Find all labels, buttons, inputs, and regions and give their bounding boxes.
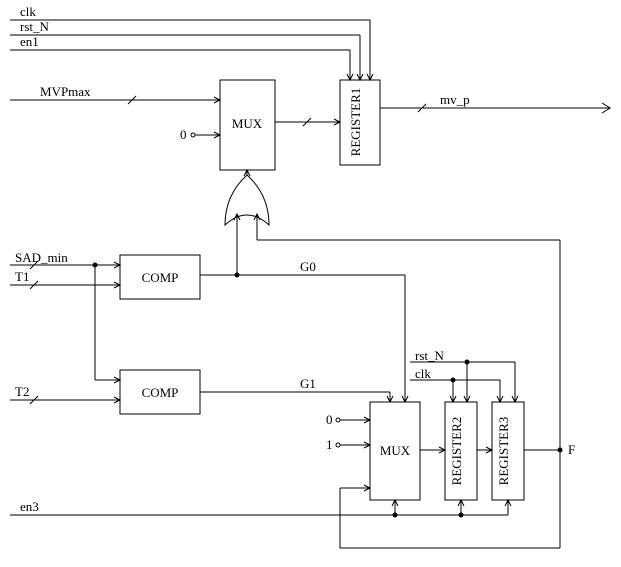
- dot-en3-mux2: [393, 513, 398, 518]
- dot-rstn-reg2: [465, 360, 470, 365]
- label-t2: T2: [15, 384, 29, 399]
- label-rstn-mid: rst_N: [415, 348, 445, 363]
- label-mux1: MUX: [232, 116, 263, 131]
- or-gate: [225, 175, 269, 225]
- label-t1: T1: [15, 269, 29, 284]
- label-comp2: COMP: [142, 385, 179, 400]
- terminal-one: [336, 443, 340, 447]
- label-en3: en3: [20, 499, 39, 514]
- label-zero1: 0: [180, 127, 187, 142]
- label-clk-top: clk: [20, 4, 36, 19]
- label-comp1: COMP: [142, 270, 179, 285]
- label-mvp: mv_p: [440, 92, 470, 107]
- dot-en3-reg2: [459, 513, 464, 518]
- label-one: 1: [326, 437, 333, 452]
- label-clk-mid: clk: [415, 366, 431, 381]
- label-g0: G0: [300, 259, 316, 274]
- terminal-zero1: [191, 133, 195, 137]
- label-mux2: MUX: [380, 443, 411, 458]
- label-register3: REGISTER3: [496, 417, 511, 486]
- label-rstn-top: rst_N: [20, 19, 50, 34]
- label-sadmin: SAD_min: [15, 250, 68, 265]
- label-f: F: [568, 442, 575, 457]
- dot-clk-reg2: [451, 378, 456, 383]
- circuit-diagram: clk rst_N en1 REGISTER1 MUX MVPmax 0 mv_…: [0, 0, 621, 567]
- label-g1: G1: [300, 376, 316, 391]
- label-en1: en1: [20, 34, 39, 49]
- label-zero2: 0: [326, 412, 333, 427]
- label-register1: REGISTER1: [348, 88, 363, 157]
- label-register2: REGISTER2: [449, 417, 464, 486]
- label-mvpmax: MVPmax: [40, 84, 91, 99]
- terminal-zero2: [336, 418, 340, 422]
